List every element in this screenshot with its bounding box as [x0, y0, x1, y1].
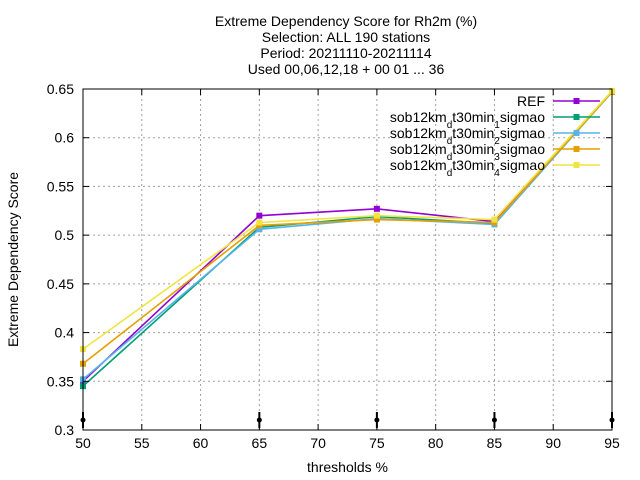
data-point [373, 212, 380, 219]
data-point [256, 212, 263, 219]
title-line: Extreme Dependency Score for Rh2m (%) [215, 13, 477, 29]
x-tick-label: 55 [134, 435, 150, 451]
x-tick-label: 60 [193, 435, 209, 451]
legend-label: REF [517, 93, 545, 109]
x-tick-label: 65 [252, 435, 268, 451]
legend-item: sob12kmdt30min4sigmao [390, 157, 600, 179]
x-tick-label: 85 [487, 435, 503, 451]
x-tick-label: 70 [310, 435, 326, 451]
data-point [373, 205, 380, 212]
legend-swatch-marker [573, 146, 580, 152]
y-tick-label: 0.3 [55, 422, 75, 438]
chart-title: Extreme Dependency Score for Rh2m (%)Sel… [215, 13, 477, 77]
x-tick-label: 50 [75, 435, 91, 451]
title-line: Period: 20211110-20211114 [260, 45, 431, 61]
grid-lines [83, 89, 612, 430]
title-line: Selection: ALL 190 stations [262, 29, 430, 45]
x-marker-dot [256, 417, 262, 423]
x-tick-label: 95 [604, 435, 620, 451]
data-point [373, 216, 380, 223]
legend-label: sob12kmdt30min3sigmao [390, 141, 545, 163]
legend-swatch-marker [573, 114, 580, 120]
legend-swatch-marker [573, 162, 580, 168]
x-tick-label: 75 [369, 435, 385, 451]
legend-label: sob12kmdt30min1sigmao [390, 109, 545, 131]
legend-label: sob12kmdt30min2sigmao [390, 125, 545, 147]
y-tick-label: 0.4 [55, 325, 75, 341]
y-tick-label: 0.5 [55, 227, 75, 243]
legend-swatch-marker [573, 130, 580, 136]
x-marker-dot [80, 417, 86, 423]
y-tick-label: 0.6 [55, 130, 75, 146]
title-line: Used 00,06,12,18 + 00 01 ... 36 [248, 61, 445, 77]
legend-item: sob12kmdt30min3sigmao [390, 141, 600, 163]
legend-item: sob12kmdt30min2sigmao [390, 125, 600, 147]
y-tick-label: 0.45 [47, 276, 74, 292]
x-marker-dot [491, 417, 497, 423]
x-marker-dot [609, 417, 615, 423]
legend-item: REF [517, 93, 600, 109]
data-point [256, 226, 263, 233]
data-point [491, 216, 498, 223]
x-tick-label: 80 [428, 435, 444, 451]
axis-ticks: 0.3 0.35 0.4 0.45 0.5 0.55 0.6 0.65 50 55 60 65 70 75… [47, 81, 620, 451]
y-axis-label: Extreme Dependency Score [5, 172, 21, 347]
y-tick-label: 0.55 [47, 178, 74, 194]
plot-frame [82, 88, 613, 431]
data-point [256, 219, 263, 226]
legend-item: sob12kmdt30min1sigmao [390, 109, 600, 131]
y-tick-label: 0.35 [47, 373, 74, 389]
legend-label: sob12kmdt30min4sigmao [390, 157, 545, 179]
y-tick-label: 0.65 [47, 81, 74, 97]
x-marker-dot [374, 417, 380, 423]
legend-swatch-marker [573, 98, 580, 104]
legend: REFsob12kmdt30min1sigmaosob12kmdt30min2s… [390, 93, 600, 179]
x-axis-label: thresholds % [307, 459, 388, 475]
x-tick-label: 90 [545, 435, 561, 451]
